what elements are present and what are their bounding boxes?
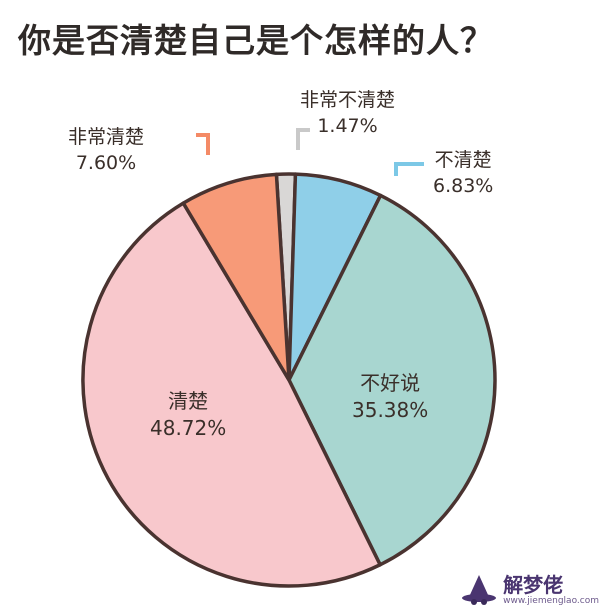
label-very-unclear: 非常不清楚 1.47% [300,88,395,139]
label-hard-to-say: 不好说 35.38% [352,370,428,424]
label-very-clear: 非常清楚 7.60% [68,125,144,176]
tick-very-clear [196,133,210,155]
label-hard-to-say-value: 35.38% [352,398,429,422]
pie-slice-2 [287,193,497,567]
wizard-hat-icon [462,575,497,605]
label-very-clear-value: 7.60% [75,151,137,174]
label-clear: 清楚 48.72% [150,388,226,442]
pie-slice-3 [81,201,382,588]
label-clear-name: 清楚 [168,389,209,413]
watermark-brand: 解梦佬 [503,573,564,597]
label-clear-value: 48.72% [150,416,227,440]
label-very-unclear-name: 非常不清楚 [300,89,396,111]
label-very-clear-name: 非常清楚 [68,126,145,148]
label-very-unclear-value: 1.47% [317,114,378,137]
watermark-logo: 解梦佬 www.jiemenglao.com [461,573,599,607]
label-unclear: 不清楚 6.83% [433,148,493,199]
pie-slice-4 [181,172,291,382]
label-unclear-value: 6.83% [433,174,494,197]
watermark-url: www.jiemenglao.com [503,596,599,606]
tick-very-unclear [296,128,310,150]
chart-title: 你是否清楚自己是个怎样的人？ [18,21,494,60]
label-unclear-name: 不清楚 [434,149,492,171]
tick-unclear [394,162,424,176]
label-hard-to-say-name: 不好说 [360,371,421,395]
